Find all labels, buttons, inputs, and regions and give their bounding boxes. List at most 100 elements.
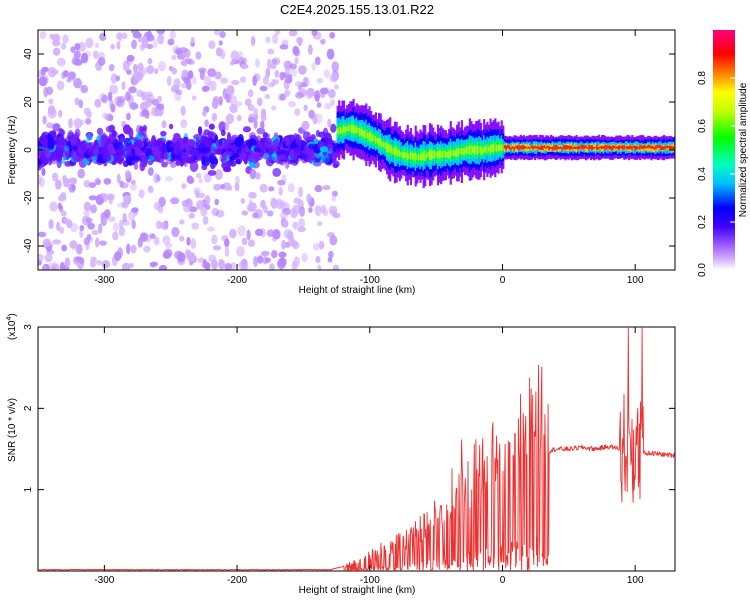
heat-cell bbox=[631, 146, 634, 151]
heat-cell bbox=[99, 148, 108, 157]
heat-cell bbox=[96, 127, 104, 135]
heat-cell bbox=[265, 67, 271, 79]
heat-cell bbox=[457, 148, 460, 157]
heat-cell bbox=[193, 187, 201, 195]
heat-cell bbox=[66, 140, 72, 149]
heat-cell bbox=[47, 108, 57, 119]
heat-cell bbox=[77, 168, 85, 179]
heat-cell bbox=[215, 47, 223, 57]
heat-cell bbox=[90, 260, 96, 268]
heat-cell bbox=[203, 129, 211, 136]
heat-cell bbox=[438, 150, 441, 159]
heat-cell bbox=[187, 70, 194, 79]
heat-cell bbox=[52, 239, 62, 245]
heat-cell bbox=[157, 138, 167, 145]
heat-cell bbox=[564, 145, 567, 150]
heat-cell bbox=[68, 177, 77, 184]
heat-cell bbox=[179, 219, 185, 225]
heat-cell bbox=[67, 129, 74, 141]
heat-cell bbox=[130, 244, 137, 254]
heat-cell bbox=[267, 156, 276, 163]
heat-cell bbox=[658, 145, 661, 149]
heat-cell bbox=[294, 81, 302, 87]
heat-cell bbox=[61, 244, 68, 252]
heat-cell bbox=[511, 146, 514, 149]
heat-cell bbox=[188, 212, 196, 219]
y-tick-label: 40 bbox=[23, 48, 34, 60]
heat-cell bbox=[229, 103, 238, 114]
heat-cell bbox=[211, 234, 218, 245]
heat-cell bbox=[591, 145, 594, 151]
heat-cell bbox=[79, 225, 85, 231]
heat-cell bbox=[475, 146, 478, 154]
heat-cell bbox=[422, 151, 425, 161]
heat-cell bbox=[271, 144, 279, 154]
heat-cell bbox=[157, 60, 167, 72]
heat-cell bbox=[319, 146, 329, 153]
heat-cell bbox=[406, 151, 409, 161]
colorbar-label: Normalized spectral amplitude bbox=[738, 82, 749, 217]
heat-cell bbox=[605, 144, 608, 150]
heat-cell bbox=[403, 151, 406, 159]
heat-cell bbox=[287, 183, 295, 193]
heat-cell bbox=[50, 69, 59, 75]
heat-cell bbox=[156, 174, 161, 182]
heat-cell bbox=[240, 63, 249, 69]
y-tick-label: -40 bbox=[23, 238, 34, 253]
heat-cell bbox=[395, 147, 398, 156]
heat-cell bbox=[567, 145, 570, 149]
heat-cell bbox=[236, 136, 244, 146]
heat-cell bbox=[197, 126, 203, 135]
heat-cell bbox=[440, 149, 443, 159]
heat-cell bbox=[132, 31, 142, 39]
snr-y-ticks: 1 2 3 bbox=[23, 324, 675, 492]
heat-cell bbox=[55, 147, 64, 159]
heat-cell bbox=[99, 32, 107, 41]
heat-cell bbox=[430, 149, 433, 161]
heat-cell bbox=[497, 144, 500, 152]
heat-cell bbox=[287, 73, 293, 84]
heat-cell bbox=[154, 68, 159, 75]
heat-cell bbox=[618, 145, 621, 150]
heat-cell bbox=[276, 198, 283, 210]
heat-cell bbox=[425, 153, 428, 159]
heat-cell bbox=[208, 123, 215, 130]
heat-cell bbox=[302, 131, 311, 141]
heat-cell bbox=[198, 178, 203, 184]
heat-cell bbox=[575, 146, 578, 149]
colorbar-gradient bbox=[713, 30, 735, 270]
heat-cell bbox=[526, 147, 529, 149]
heat-cell bbox=[238, 260, 248, 270]
heat-cell bbox=[578, 145, 581, 150]
heat-cell bbox=[307, 143, 316, 150]
heat-cell bbox=[283, 219, 289, 228]
heat-cell bbox=[244, 98, 252, 107]
heat-cell bbox=[546, 145, 549, 148]
heat-cell bbox=[255, 228, 264, 236]
heat-cell bbox=[436, 150, 440, 158]
heat-cell bbox=[268, 186, 275, 192]
heat-cell bbox=[50, 130, 57, 138]
heat-cell bbox=[250, 150, 255, 158]
heat-cell bbox=[129, 102, 139, 110]
heat-cell bbox=[188, 143, 193, 155]
heat-cell bbox=[226, 85, 235, 96]
heat-cell bbox=[115, 142, 124, 150]
heat-cell bbox=[192, 155, 198, 161]
heat-cell bbox=[123, 124, 131, 135]
heat-cell bbox=[247, 239, 256, 247]
heat-cell bbox=[510, 147, 513, 151]
heat-cell bbox=[669, 145, 672, 150]
heat-cell bbox=[141, 109, 149, 117]
heat-cell bbox=[651, 145, 655, 149]
heat-cell bbox=[142, 124, 148, 131]
heat-cell bbox=[64, 160, 72, 167]
colorbar-tick-label: 0.6 bbox=[697, 119, 708, 133]
heat-cell bbox=[449, 149, 452, 159]
heat-cell bbox=[146, 33, 155, 42]
heat-cell bbox=[288, 30, 298, 37]
heat-cell bbox=[279, 71, 285, 81]
heat-cell bbox=[320, 38, 326, 45]
heat-cell bbox=[349, 124, 352, 132]
heat-cell bbox=[561, 147, 564, 151]
